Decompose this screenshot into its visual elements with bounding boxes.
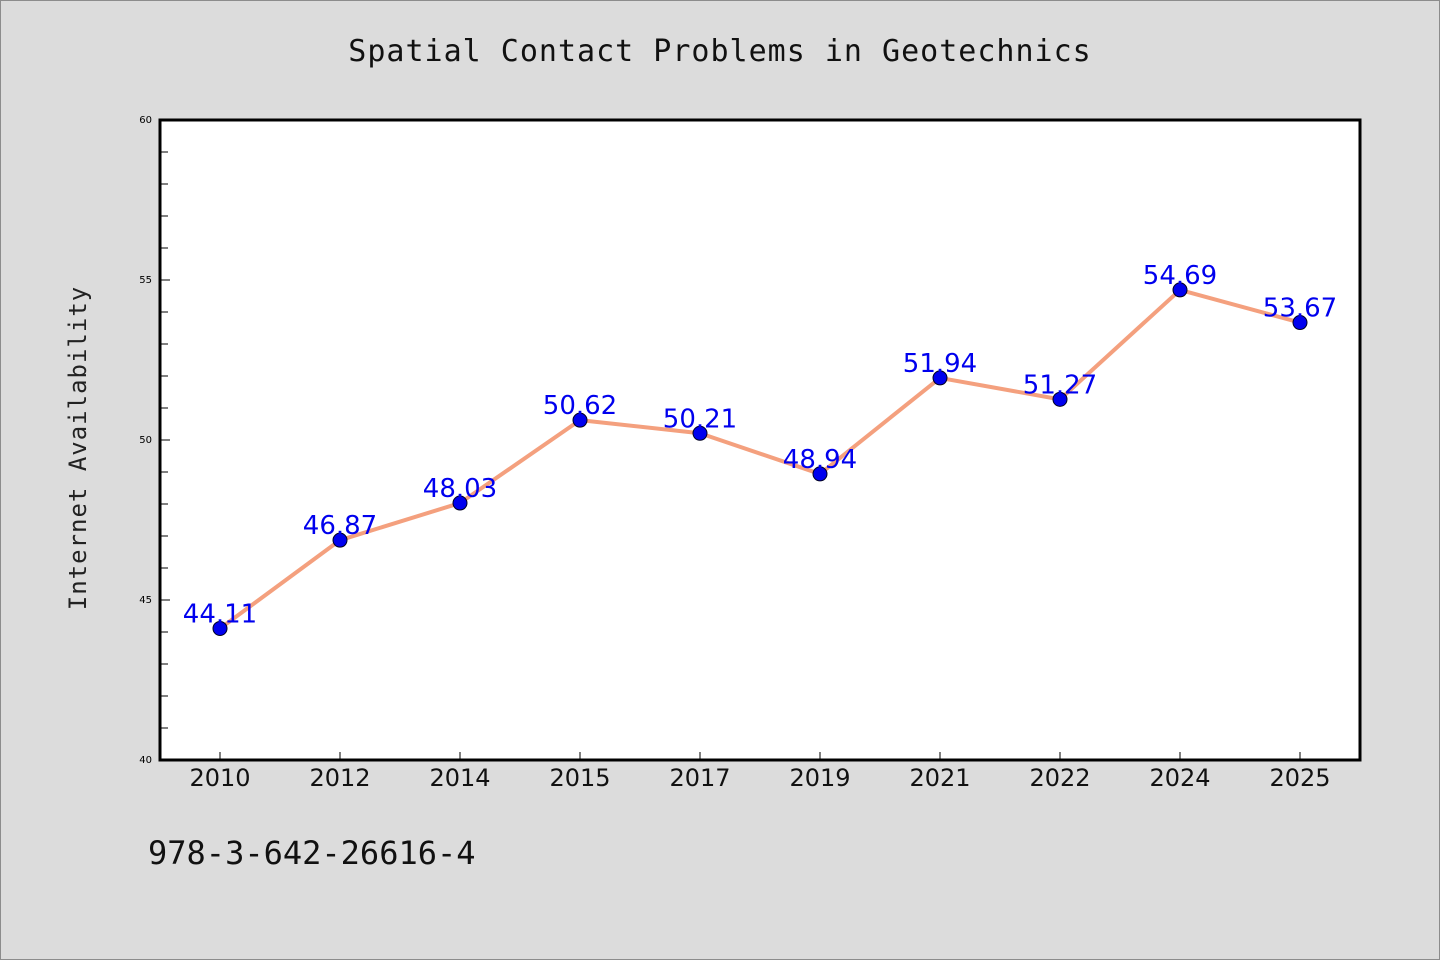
x-tick-label: 2019 (789, 764, 850, 792)
data-point (692, 425, 708, 441)
x-tick-label: 2010 (189, 764, 250, 792)
series-line (218, 287, 1301, 631)
x-axis: 2010 2012 2014 2015 2017 2019 2021 2022 2024 2025 (189, 752, 1331, 792)
x-tick-label: 2022 (1029, 764, 1090, 792)
data-label: 48.94 (783, 445, 857, 475)
y-tick-label: 45 (139, 595, 152, 606)
x-tick-label: 2021 (909, 764, 970, 792)
data-label: 51.94 (903, 349, 977, 379)
y-tick-label: 50 (139, 435, 152, 446)
y-tick-label: 60 (139, 115, 152, 126)
data-label: 54.69 (1143, 261, 1217, 291)
series-group: 44.11 46.87 48.03 50.62 50.21 48.94 51.94 51.27… (183, 261, 1337, 636)
x-tick-label: 2014 (429, 764, 490, 792)
x-tick-label: 2024 (1149, 764, 1210, 792)
data-label: 50.62 (543, 391, 617, 421)
data-point (812, 466, 828, 482)
plot-area (158, 118, 1362, 762)
data-point (1292, 315, 1308, 331)
x-tick-label: 2012 (309, 764, 370, 792)
data-label: 46.87 (303, 511, 377, 541)
data-label: 53.67 (1263, 294, 1337, 324)
y-axis: 40 45 50 55 60 (139, 115, 170, 766)
data-point (212, 620, 228, 636)
data-label: 48.03 (423, 474, 497, 504)
data-point (452, 495, 468, 511)
data-point (572, 412, 588, 428)
x-tick-label: 2025 (1269, 764, 1330, 792)
y-tick-label: 40 (139, 755, 152, 766)
data-point (332, 532, 348, 548)
y-tick-label: 55 (139, 275, 152, 286)
data-label: 44.11 (183, 599, 257, 629)
x-tick-label: 2017 (669, 764, 730, 792)
data-point (1052, 391, 1068, 407)
footer-code: 978-3-642-26616-4 (148, 834, 476, 872)
data-label: 50.21 (663, 404, 737, 434)
x-tick-label: 2015 (549, 764, 610, 792)
data-label: 51.27 (1023, 370, 1097, 400)
y-axis-label: Internet Availability (64, 286, 92, 610)
chart-title: Spatial Contact Problems in Geotechnics (348, 34, 1092, 69)
data-point (1172, 282, 1188, 298)
data-point (932, 370, 948, 386)
